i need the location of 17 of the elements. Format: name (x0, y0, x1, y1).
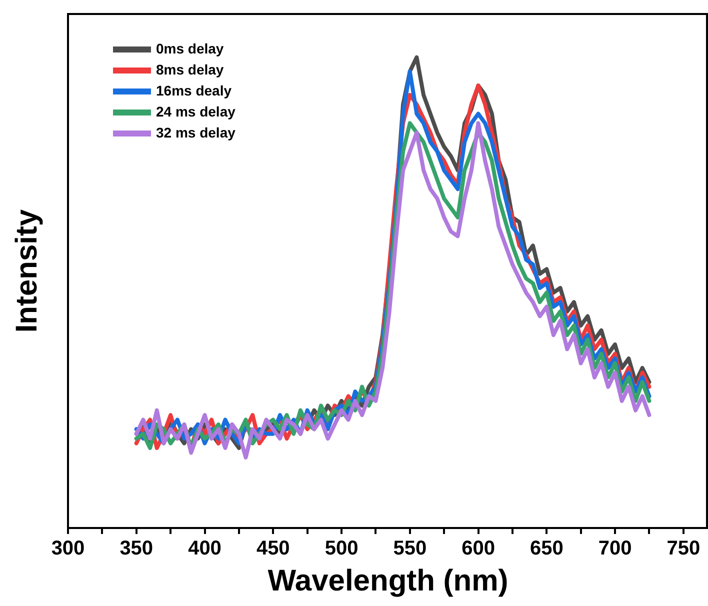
x-tick-label: 450 (256, 538, 290, 560)
x-tick-label: 400 (188, 538, 222, 560)
x-axis-title: Wavelength (nm) (268, 564, 508, 598)
x-tick-label: 550 (393, 538, 427, 560)
x-tick-label: 700 (598, 538, 632, 560)
legend-label: 8ms delay (156, 61, 224, 78)
x-tick-label: 750 (666, 538, 700, 560)
legend-label: 0ms delay (156, 40, 224, 56)
legend-label: 24 ms delay (156, 103, 236, 120)
x-tick-label: 300 (51, 538, 85, 560)
x-tick-label: 650 (530, 538, 564, 560)
legend-label: 32 ms delay (156, 124, 236, 140)
x-tick-label: 600 (462, 538, 495, 560)
x-tick-label: 350 (120, 538, 154, 560)
y-axis-title: Intensity (10, 209, 44, 333)
legend-label: 16ms dealy (156, 82, 232, 98)
x-tick-label: 500 (324, 538, 358, 560)
